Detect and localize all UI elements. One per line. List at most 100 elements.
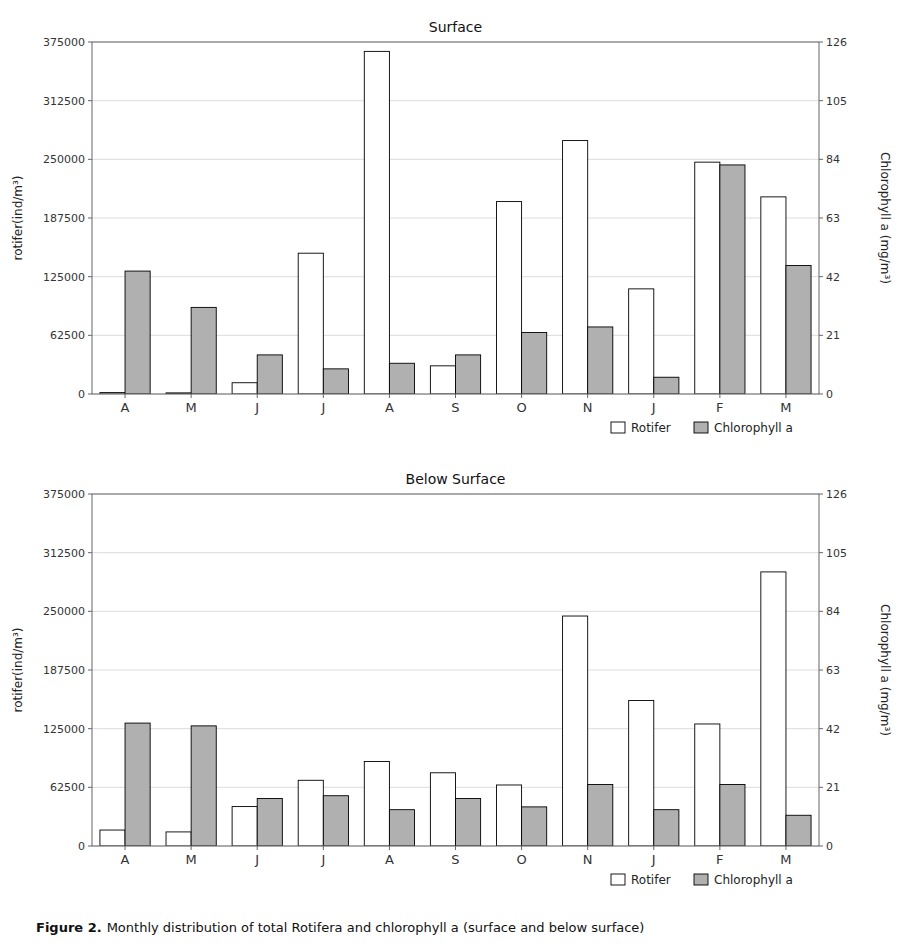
x-tick — [389, 394, 390, 398]
x-tick-label: J — [320, 852, 325, 867]
y2-tick — [819, 159, 823, 160]
y2-tick-label: 63 — [826, 664, 840, 677]
bar — [654, 377, 679, 394]
bar — [389, 810, 414, 846]
y-tick — [88, 552, 92, 553]
y2-tick — [819, 611, 823, 612]
y2-axis-label: Chlorophyll a (mg/m³) — [878, 152, 892, 284]
x-tick — [587, 394, 588, 398]
x-tick-label: J — [651, 400, 656, 415]
x-tick-label: A — [121, 400, 130, 415]
x-tick — [257, 394, 258, 398]
bar — [298, 780, 323, 846]
bar — [257, 799, 282, 846]
y2-tick-label: 84 — [826, 605, 840, 618]
y-tick-label: 0 — [78, 840, 85, 853]
bar — [430, 773, 455, 846]
bar — [786, 265, 811, 394]
x-tick-label: J — [651, 852, 656, 867]
y-axis-label: rotifer(ind/m³) — [11, 627, 25, 712]
bar — [761, 197, 786, 394]
y-tick-label: 187500 — [43, 664, 85, 677]
legend-label: Rotifer — [631, 873, 671, 887]
bar — [191, 307, 216, 394]
bar — [257, 355, 282, 394]
legend-label: Chlorophyll a — [714, 873, 793, 887]
grid-line — [92, 552, 819, 553]
grid-line — [92, 670, 819, 671]
y-tick — [88, 335, 92, 336]
y2-tick — [819, 218, 823, 219]
bar — [720, 785, 745, 846]
legend-swatch — [694, 422, 708, 433]
x-tick-label: S — [451, 852, 459, 867]
x-tick-label: A — [385, 400, 394, 415]
y-tick-label: 250000 — [43, 605, 85, 618]
x-tick — [587, 846, 588, 850]
plot-frame — [92, 494, 819, 846]
y2-tick — [819, 42, 823, 43]
y2-tick — [819, 670, 823, 671]
x-tick-label: N — [583, 400, 593, 415]
x-tick — [323, 846, 324, 850]
y2-tick-label: 126 — [826, 488, 847, 501]
x-tick-label: M — [780, 852, 791, 867]
x-tick-label: J — [320, 400, 325, 415]
caption-bold: Figure 2. — [36, 920, 102, 935]
y-tick — [88, 728, 92, 729]
y2-tick — [819, 846, 823, 847]
bar — [389, 363, 414, 394]
bar — [125, 723, 150, 846]
y2-tick-label: 21 — [826, 329, 840, 342]
x-tick — [521, 846, 522, 850]
x-tick — [455, 394, 456, 398]
bar — [588, 327, 613, 394]
legend-label: Chlorophyll a — [714, 421, 793, 435]
y-tick-label: 125000 — [43, 271, 85, 284]
bar — [191, 726, 216, 846]
x-tick — [389, 846, 390, 850]
x-tick-label: F — [716, 852, 723, 867]
y-tick — [88, 276, 92, 277]
y2-tick — [819, 394, 823, 395]
legend-swatch — [611, 422, 625, 433]
legend-swatch — [694, 874, 708, 885]
legend-label: Rotifer — [631, 421, 671, 435]
x-tick-label: O — [516, 852, 526, 867]
x-tick-label: A — [385, 852, 394, 867]
y2-axis-label: Chlorophyll a (mg/m³) — [878, 604, 892, 736]
x-tick-label: M — [186, 400, 197, 415]
x-tick — [323, 394, 324, 398]
y2-tick — [819, 100, 823, 101]
y-tick-label: 312500 — [43, 547, 85, 560]
background — [0, 0, 911, 951]
x-tick-label: A — [121, 852, 130, 867]
bar — [629, 701, 654, 846]
bar — [654, 810, 679, 846]
bar — [456, 355, 481, 394]
y-tick-label: 62500 — [50, 781, 85, 794]
y-tick — [88, 218, 92, 219]
bars — [100, 51, 811, 394]
y2-tick-label: 0 — [826, 388, 833, 401]
y-tick — [88, 611, 92, 612]
y-tick-label: 0 — [78, 388, 85, 401]
y-tick-label: 125000 — [43, 723, 85, 736]
bar — [522, 333, 547, 394]
y-tick — [88, 42, 92, 43]
bar — [563, 141, 588, 394]
x-tick-label: J — [254, 400, 259, 415]
legend: Rotifer Chlorophyll a — [611, 421, 793, 435]
bars — [100, 572, 811, 846]
x-tick-label: O — [516, 400, 526, 415]
y2-tick — [819, 728, 823, 729]
y-axis-label: rotifer(ind/m³) — [11, 175, 25, 260]
x-tick — [191, 846, 192, 850]
y-tick — [88, 494, 92, 495]
caption: Figure 2.Monthly distribution of total R… — [36, 920, 644, 935]
bar — [720, 165, 745, 394]
y2-tick-label: 105 — [826, 547, 847, 560]
bar — [323, 369, 348, 394]
x-tick — [653, 394, 654, 398]
bar — [364, 762, 389, 846]
